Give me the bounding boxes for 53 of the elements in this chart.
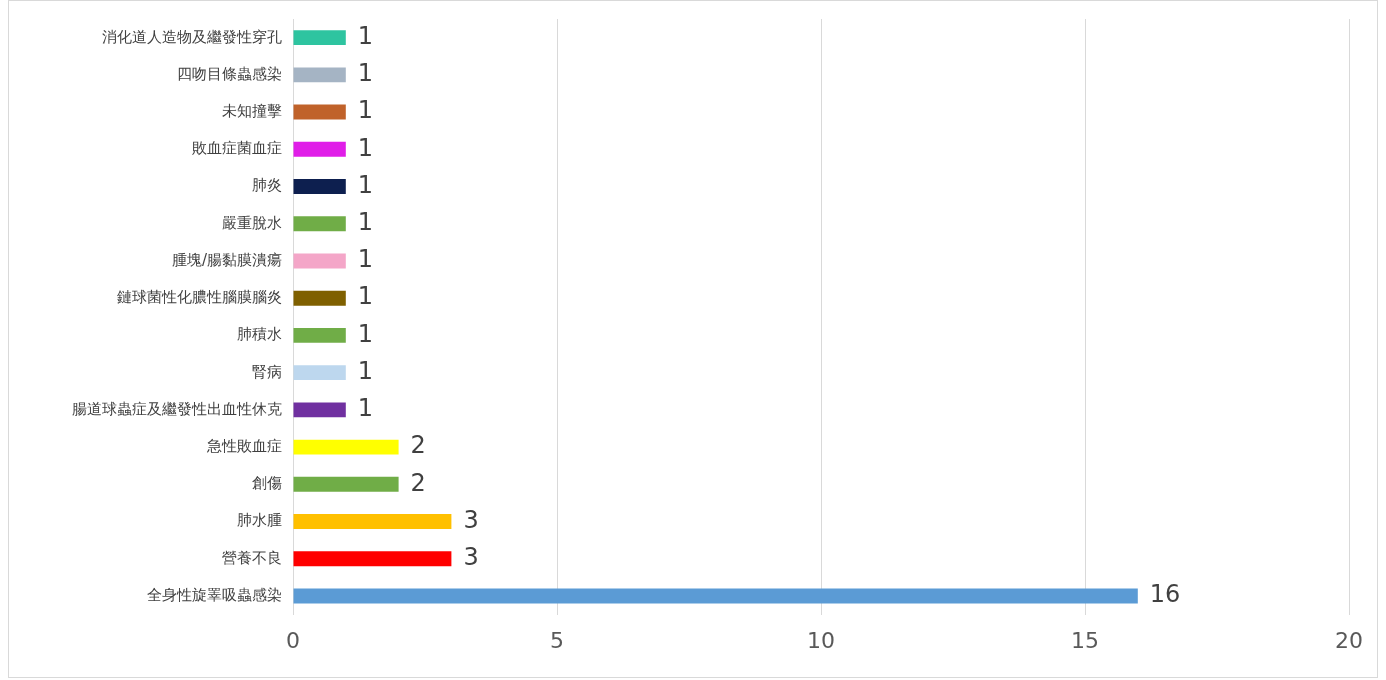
data-label: 1 <box>357 394 374 423</box>
bar <box>293 30 346 46</box>
data-label: 1 <box>357 245 374 274</box>
y-tick-label: 敗血症菌血症 <box>192 139 282 158</box>
x-tick-label: 15 <box>1071 627 1099 653</box>
y-tick-label: 肺水腫 <box>237 511 282 530</box>
data-label: 16 <box>1149 580 1181 609</box>
y-tick-label: 消化道人造物及繼發性穿孔 <box>102 27 282 46</box>
data-label: 3 <box>463 505 479 534</box>
data-label: 1 <box>357 133 374 162</box>
y-tick-label: 全身性旋睪吸蟲感染 <box>147 585 282 604</box>
data-label: 1 <box>357 356 374 385</box>
bar <box>293 179 346 194</box>
data-label: 2 <box>410 431 426 460</box>
y-tick-label: 肺積水 <box>237 325 282 344</box>
x-tick-label: 10 <box>807 627 835 653</box>
data-label: 1 <box>357 96 374 125</box>
data-label: 3 <box>463 543 479 571</box>
data-label: 1 <box>357 207 374 236</box>
bar <box>293 67 346 83</box>
bar <box>293 104 346 120</box>
x-tick-label: 0 <box>286 627 300 653</box>
bar <box>293 365 346 381</box>
y-tick-label: 腸道球蟲症及繼發性出血性休克 <box>72 399 282 418</box>
x-tick-label: 20 <box>1335 627 1363 653</box>
y-tick-label: 未知撞擊 <box>222 101 282 120</box>
bar <box>293 439 399 455</box>
bar <box>293 402 346 418</box>
y-tick-label: 腫塊/腸黏膜潰瘍 <box>171 250 282 269</box>
bar <box>293 253 346 269</box>
bar <box>293 327 346 343</box>
bar <box>293 476 399 492</box>
y-tick-label: 腎病 <box>252 362 282 381</box>
y-tick-label: 急性敗血症 <box>206 436 282 455</box>
y-tick-label: 營養不良 <box>222 548 282 567</box>
bar <box>293 290 346 306</box>
data-label: 2 <box>410 468 426 497</box>
bar <box>293 514 452 529</box>
bar <box>293 216 346 232</box>
y-tick-label: 四吻目條蟲感染 <box>177 64 282 83</box>
y-tick-label: 創傷 <box>252 474 282 493</box>
data-label: 1 <box>357 319 374 348</box>
data-label: 1 <box>357 21 374 50</box>
data-label: 1 <box>357 282 374 311</box>
y-tick-label: 嚴重脫水 <box>222 213 282 232</box>
y-tick-label: 肺炎 <box>252 176 282 195</box>
bar <box>293 551 452 567</box>
bar <box>293 588 1138 604</box>
x-tick-label: 5 <box>550 627 564 653</box>
y-tick-label: 鏈球菌性化膿性腦膜腦炎 <box>117 288 282 307</box>
data-label: 1 <box>357 170 374 199</box>
data-label: 1 <box>357 59 374 88</box>
bar <box>293 141 346 157</box>
